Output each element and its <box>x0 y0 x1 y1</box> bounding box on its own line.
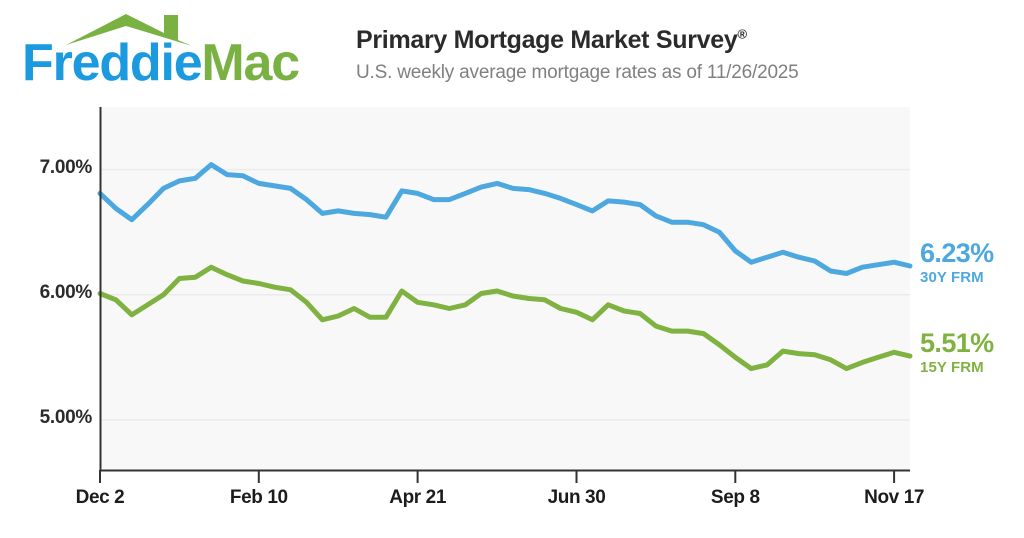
callout-value-30y: 6.23% <box>920 237 994 268</box>
plot-background <box>100 107 910 470</box>
page-title-text: Primary Mortgage Market Survey <box>356 26 738 54</box>
callout-name-15y: 15Y FRM <box>920 359 984 377</box>
x-axis-tick-label: Dec 2 <box>75 487 125 508</box>
house-roof-icon <box>66 14 192 46</box>
x-axis-ticks <box>99 470 896 483</box>
logo-text-mac: Mac <box>201 34 300 92</box>
page-title: Primary Mortgage Market Survey® <box>356 26 747 55</box>
freddie-mac-logo: FreddieMac <box>22 12 332 92</box>
x-axis-tick-label: Sep 8 <box>710 487 760 508</box>
y-axis-tick-label: 5.00% <box>39 406 93 428</box>
x-axis-tick-label: Apr 21 <box>389 487 447 508</box>
y-axis-tick-label: 6.00% <box>39 281 93 303</box>
x-axis-tick-label: Feb 10 <box>229 487 288 508</box>
x-axis-tick-label: Jun 30 <box>547 487 606 508</box>
logo-text-freddie: Freddie <box>22 34 203 92</box>
page-subtitle: U.S. weekly average mortgage rates as of… <box>356 62 799 83</box>
x-axis-tick-label: Nov 17 <box>864 487 925 508</box>
series-line-15y-frm <box>97 264 913 372</box>
registered-mark: ® <box>737 26 747 42</box>
logo-wordmark: FreddieMac <box>22 34 300 92</box>
series-line-30y-frm <box>97 162 913 276</box>
y-axis-labels: 5.00% 6.00% 7.00% <box>0 0 93 538</box>
callout-name-30y: 30Y FRM <box>920 268 984 286</box>
callout-value-15y: 5.51% <box>920 328 994 359</box>
y-axis-tick-label: 7.00% <box>39 156 93 178</box>
series-callout-30y-frm: 6.23% 30Y FRM <box>920 237 994 287</box>
series-callout-15y-frm: 5.51% 15Y FRM <box>920 329 994 377</box>
